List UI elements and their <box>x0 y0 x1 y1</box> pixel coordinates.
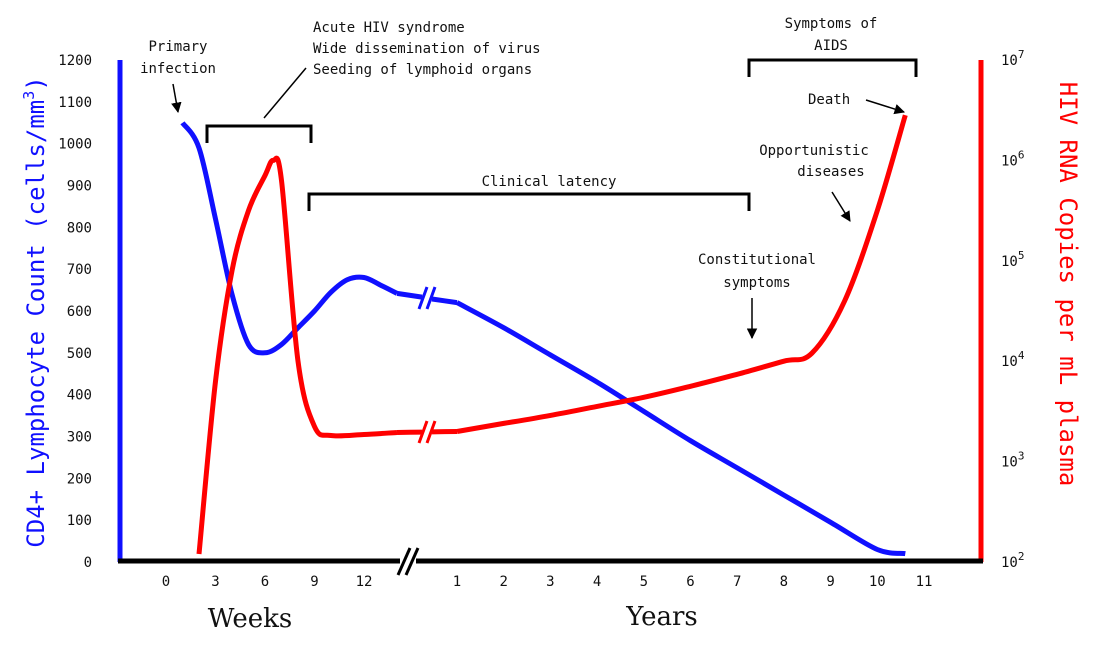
svg-text:infection: infection <box>140 61 216 77</box>
x-weeks-tick-label: 12 <box>356 574 373 590</box>
x-years-tick-label: 2 <box>499 574 507 590</box>
y-right-tick-label: 104 <box>1001 349 1025 370</box>
rna-break-mark-2 <box>425 420 437 444</box>
latency-bracket <box>307 192 751 211</box>
y-left-tick-label: 900 <box>67 179 92 195</box>
x-weeks-tick-label: 3 <box>211 574 219 590</box>
x-years-tick-label: 9 <box>826 574 834 590</box>
arrow-primary-infection <box>171 83 182 114</box>
aids-bracket <box>747 58 918 77</box>
annotation-clinical-latency: Clinical latency <box>307 174 751 211</box>
x-axis-break-mark-1 <box>396 547 412 576</box>
svg-text:Seeding of lymphoid organs: Seeding of lymphoid organs <box>313 62 532 78</box>
x-years-tick-label: 6 <box>686 574 694 590</box>
x-years-tick-label: 1 <box>453 574 461 590</box>
y-left-tick-label: 500 <box>67 346 92 362</box>
x-weeks-label: Weeks <box>208 604 292 634</box>
x-years-tick-label: 5 <box>640 574 648 590</box>
svg-text:Wide dissemination of virus: Wide dissemination of virus <box>313 41 541 57</box>
y-left-tick-label: 300 <box>67 430 92 446</box>
annotation-constitutional: Constitutional symptoms <box>698 252 816 340</box>
cd4-series-years-line <box>455 300 906 557</box>
y-right-tick-label: 106 <box>1001 148 1024 169</box>
y-left-tick-label: 600 <box>67 304 92 320</box>
x-weeks-tick-label: 0 <box>162 574 170 590</box>
x-weeks-tick-label: 9 <box>310 574 318 590</box>
y-left-tick-label: 100 <box>67 513 92 529</box>
svg-text:Clinical latency: Clinical latency <box>482 174 617 190</box>
svg-text:Symptoms of: Symptoms of <box>785 16 878 32</box>
y-left-tick-label: 1000 <box>58 137 92 153</box>
svg-text:Opportunistic: Opportunistic <box>759 143 869 159</box>
x-years-tick-label: 11 <box>916 574 933 590</box>
y-left-tick-label: 1100 <box>58 95 92 111</box>
y-left-tick-label: 1200 <box>58 53 92 69</box>
annotation-opportunistic: Opportunistic diseases <box>759 143 869 222</box>
annotation-acute-hiv: Acute HIV syndrome Wide dissemination of… <box>205 20 541 143</box>
y-right-tick-label: 103 <box>1001 450 1024 471</box>
y-left-tick-label: 800 <box>67 220 92 236</box>
acute-bracket <box>205 124 313 143</box>
x-years-tick-label: 10 <box>869 574 886 590</box>
x-weeks-tick-label: 6 <box>261 574 269 590</box>
acute-pointer-line <box>263 67 307 119</box>
rna-break-mark-1 <box>417 420 429 444</box>
y-right-tick-label: 102 <box>1001 550 1024 571</box>
x-years-tick-label: 4 <box>593 574 601 590</box>
x-years-tick-label: 8 <box>780 574 788 590</box>
annotation-death: Death <box>808 92 906 115</box>
y-right-tick-label: 107 <box>1001 48 1024 69</box>
svg-text:Constitutional: Constitutional <box>698 252 816 268</box>
x-axis-break-mark-2 <box>404 547 420 576</box>
rna-series-years-line <box>456 114 908 434</box>
cd4-break-stub-right <box>431 296 458 306</box>
svg-text:AIDS: AIDS <box>814 38 848 54</box>
cd4-break-stub-left <box>396 290 423 300</box>
y-right-axis-label: HIV RNA Copies per mL plasma <box>1054 82 1082 487</box>
x-years-label: Years <box>625 602 698 632</box>
rna-series-weeks-line <box>196 155 398 555</box>
y-left-tick-label: 200 <box>67 471 92 487</box>
svg-text:Acute HIV syndrome: Acute HIV syndrome <box>313 20 465 36</box>
cd4-series-weeks-line <box>180 121 399 356</box>
svg-text:Death: Death <box>808 92 850 108</box>
y-left-axis-label: CD4+ Lymphocyte Count (cells/mm3) <box>20 76 50 547</box>
y-left-tick-label: 0 <box>84 555 92 571</box>
cd4-break-mark-2 <box>425 286 437 310</box>
x-years-tick-label: 3 <box>546 574 554 590</box>
svg-text:symptoms: symptoms <box>723 275 790 291</box>
arrow-death <box>865 99 906 115</box>
x-years-tick-label: 7 <box>733 574 741 590</box>
svg-text:diseases: diseases <box>797 164 864 180</box>
annotation-aids: Symptoms of AIDS <box>747 16 918 77</box>
cd4-break-mark-1 <box>417 286 429 310</box>
rna-break-gap <box>420 419 434 444</box>
arrow-opportunistic <box>831 191 851 222</box>
y-left-tick-label: 400 <box>67 388 92 404</box>
x-axis-break-gap <box>400 552 416 570</box>
y-right-tick-label: 105 <box>1001 249 1024 270</box>
svg-text:Primary: Primary <box>148 39 207 55</box>
cd4-break-gap <box>420 286 434 311</box>
y-left-tick-label: 700 <box>67 262 92 278</box>
annotation-primary-infection: Primary infection <box>140 39 216 114</box>
